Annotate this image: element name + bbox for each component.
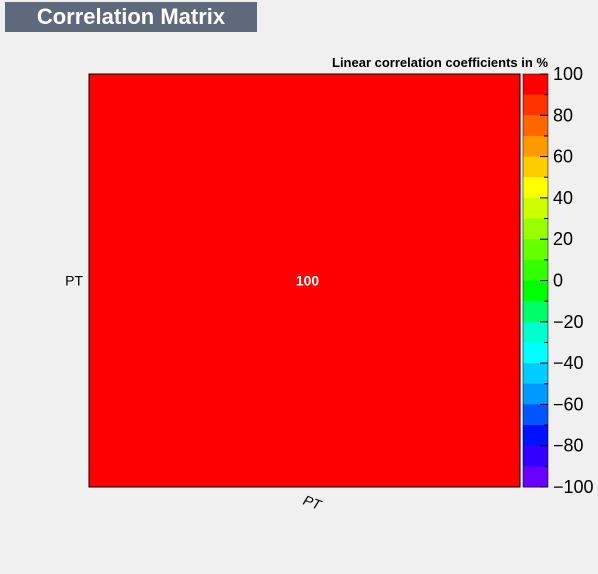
colorbar-segment — [523, 74, 548, 96]
heatmap-cell — [89, 74, 520, 487]
colorbar-segment — [523, 156, 548, 178]
colorbar-segment — [523, 239, 548, 261]
colorbar-segment — [523, 177, 548, 199]
colorbar-tick-label: 0 — [553, 271, 563, 291]
colorbar-segment — [523, 363, 548, 385]
colorbar-segment — [523, 445, 548, 467]
colorbar-segment — [523, 135, 548, 158]
colorbar-segment — [523, 321, 548, 343]
colorbar-tick-label: −100 — [553, 477, 594, 497]
colorbar-tick-label: 20 — [553, 229, 573, 249]
colorbar-segment — [523, 404, 548, 426]
colorbar-tick-label: −40 — [553, 353, 584, 373]
colorbar-segment — [523, 466, 548, 488]
colorbar-segment — [523, 280, 548, 302]
y-category-label: PT — [65, 273, 83, 289]
cell-value-label: 100 — [296, 273, 320, 289]
colorbar-segment — [523, 383, 548, 405]
colorbar-tick-label: −60 — [553, 394, 584, 414]
colorbar-segment — [523, 218, 548, 240]
plot-frame — [88, 73, 521, 488]
colorbar-segment — [523, 115, 548, 137]
colorbar-segment — [523, 301, 548, 323]
colorbar-segment — [523, 259, 548, 281]
x-category-label: PT — [301, 492, 325, 514]
chart-heading: Linear correlation coefficients in % — [332, 55, 548, 70]
colorbar-segment — [523, 342, 548, 364]
colorbar-segment — [523, 425, 548, 447]
colorbar-tick-label: 40 — [553, 188, 573, 208]
colorbar-tick-label: −80 — [553, 436, 584, 456]
page-title: Correlation Matrix — [5, 2, 257, 32]
colorbar-segment — [523, 94, 548, 116]
colorbar-tick-label: 60 — [553, 147, 573, 167]
colorbar-tick-label: 100 — [553, 64, 583, 84]
colorbar-tick-label: 80 — [553, 105, 573, 125]
colorbar-segment — [523, 197, 548, 220]
colorbar-tick-label: −20 — [553, 312, 584, 332]
